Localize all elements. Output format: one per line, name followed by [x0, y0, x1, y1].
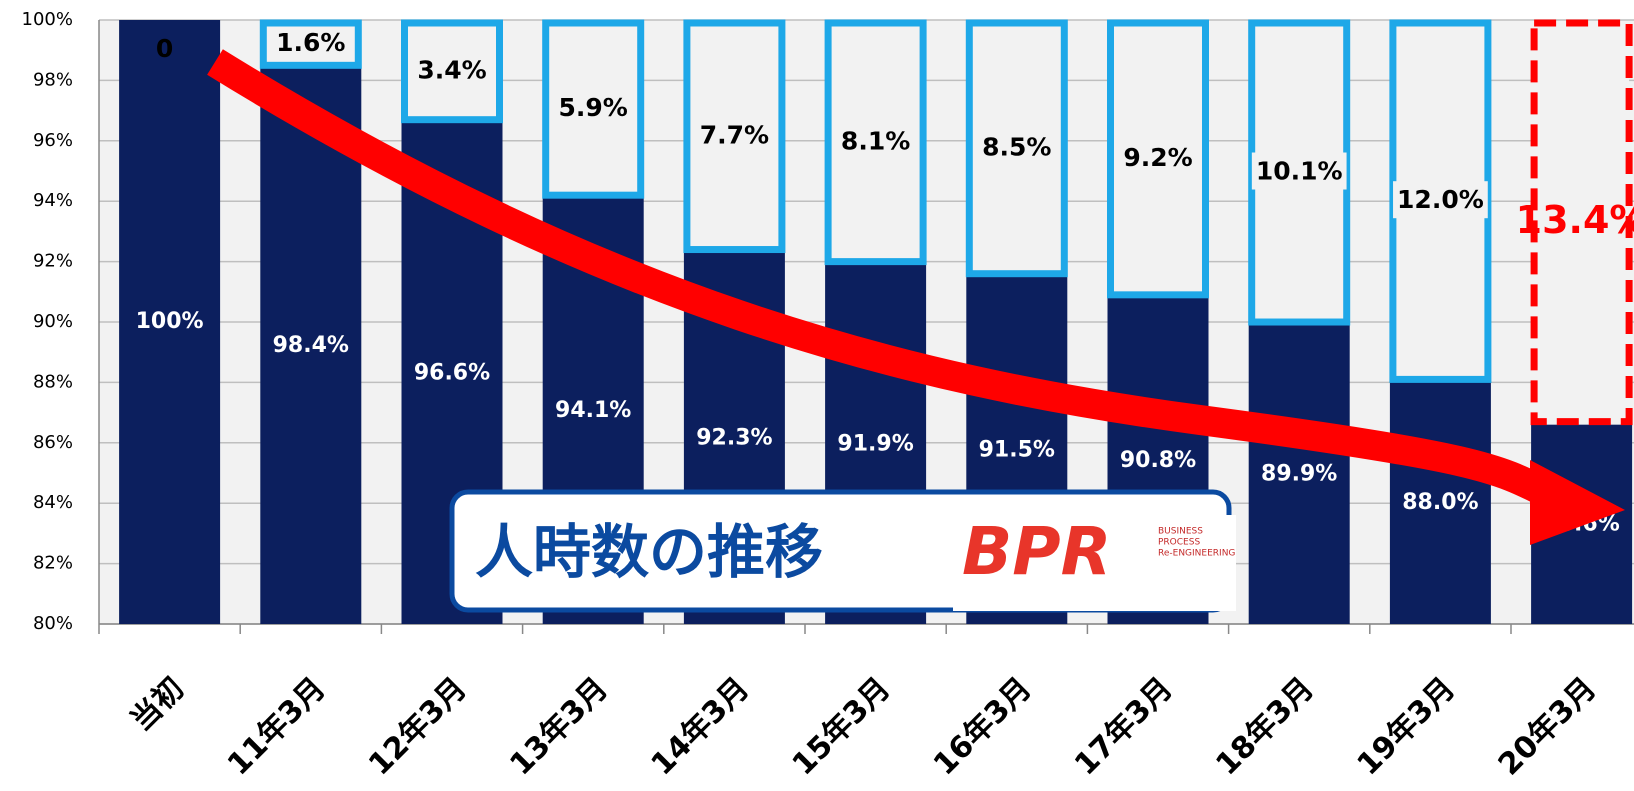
- value-label: 88.0%: [1402, 490, 1478, 515]
- x-tick-label: 20年3月: [1492, 671, 1603, 782]
- logo-line: PROCESS: [1158, 538, 1200, 548]
- logo-line: Re-ENGINEERING: [1158, 549, 1235, 559]
- bars: 100% 0 98.4% 1.6% 96.6% 3.4% 94.1% 5.9% 92.3% 7.7…: [119, 19, 1634, 625]
- x-tick-label: 16年3月: [927, 671, 1038, 782]
- label-bg: [1393, 181, 1488, 219]
- annotation: 人時数の推移: [475, 518, 823, 586]
- value-label: 8.5%: [982, 132, 1051, 161]
- bar: [119, 20, 221, 624]
- value-label: 90.8%: [1120, 448, 1196, 473]
- value-label: 96.6%: [414, 360, 490, 385]
- value-label: 100%: [136, 309, 204, 334]
- y-tick-label: 92%: [33, 251, 73, 272]
- x-tick-label: 18年3月: [1209, 671, 1320, 782]
- trend-arrow: [207, 49, 1567, 514]
- label-bg: [554, 89, 632, 127]
- value-label: 91.9%: [837, 431, 913, 456]
- label-bg: [978, 128, 1056, 166]
- value-label: 91.5%: [979, 437, 1055, 462]
- y-tick-label: 86%: [33, 432, 73, 453]
- bar: [260, 68, 362, 624]
- logo: BPR: [962, 513, 1112, 590]
- x-tick-label: 15年3月: [786, 671, 897, 782]
- y-tick-label: 82%: [33, 553, 73, 574]
- bar-segment: [1530, 19, 1633, 426]
- x-tick-label: 19年3月: [1351, 671, 1462, 782]
- value-label: 10.1%: [1256, 157, 1343, 186]
- bar-segment: [401, 19, 503, 124]
- y-tick-label: 100%: [22, 9, 73, 30]
- bar-segment: [259, 19, 362, 69]
- arrow-head: [1530, 460, 1625, 545]
- x-tick-label: 12年3月: [362, 671, 473, 782]
- value-label: 1.6%: [276, 28, 345, 57]
- value-label: 98.4%: [273, 333, 349, 358]
- y-tick-label: 96%: [33, 130, 73, 151]
- x-tick-label: 11年3月: [221, 671, 332, 782]
- value-label: 9.2%: [1123, 143, 1192, 172]
- bar: [1248, 325, 1350, 624]
- logo-line: BUSINESS: [1158, 527, 1203, 537]
- x-tick-label: 14年3月: [645, 671, 756, 782]
- label-bg: [1251, 152, 1347, 190]
- value-label: 8.1%: [841, 126, 910, 155]
- x-tick-label: 17年3月: [1068, 671, 1179, 782]
- y-tick-label: 98%: [33, 69, 73, 90]
- value-label: 3.4%: [417, 55, 486, 84]
- label-bg: [695, 116, 774, 154]
- value-label: 94.1%: [555, 398, 631, 423]
- x-tick-label: 当初: [124, 671, 191, 738]
- value-label: 5.9%: [559, 93, 628, 122]
- label-bg: [1119, 138, 1197, 176]
- value-label: 7.7%: [700, 120, 769, 149]
- logo-bg: [953, 515, 1236, 611]
- value-label: 92.3%: [696, 425, 772, 450]
- bar: [1389, 382, 1491, 624]
- y-tick-label: 80%: [33, 613, 73, 634]
- y-tick-label: 84%: [33, 492, 73, 513]
- y-tick-label: 88%: [33, 371, 73, 392]
- value-label: 13.4%: [1516, 198, 1634, 242]
- y-tick-label: 90%: [33, 311, 73, 332]
- y-tick-label: 94%: [33, 190, 73, 211]
- value-label: 89.9%: [1261, 462, 1337, 487]
- value-label: 0: [156, 34, 173, 63]
- x-tick-label: 13年3月: [503, 671, 614, 782]
- value-label: 12.0%: [1397, 185, 1484, 214]
- label-bg: [836, 122, 915, 160]
